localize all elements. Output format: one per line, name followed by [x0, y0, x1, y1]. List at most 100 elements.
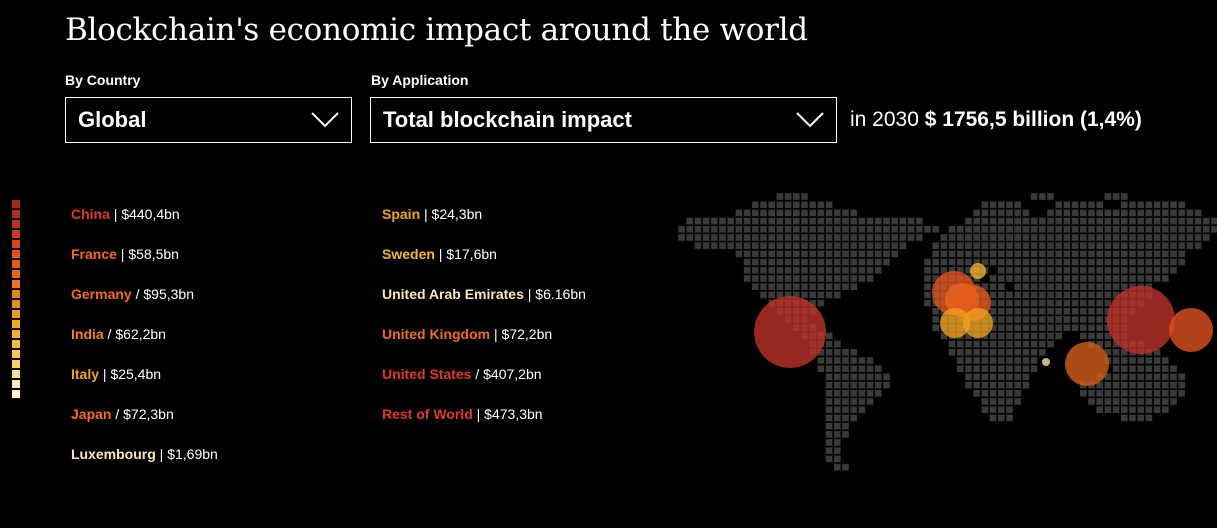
map-bubble[interactable]	[1042, 358, 1050, 366]
map-dot	[1063, 226, 1071, 233]
map-dot	[825, 217, 833, 225]
map-dot	[1112, 398, 1120, 405]
map-dot	[883, 242, 890, 249]
map-dot	[1014, 316, 1021, 323]
country-item[interactable]: United States / $407,2bn	[382, 366, 586, 406]
country-item[interactable]: Japan / $72,3bn	[71, 406, 218, 446]
map-dot	[678, 226, 685, 233]
map-dot	[1170, 234, 1177, 241]
map-dot	[1137, 398, 1144, 405]
country-select[interactable]: Global	[65, 97, 352, 143]
map-dot	[1112, 349, 1120, 356]
map-dot	[1129, 390, 1136, 397]
map-dot	[825, 250, 833, 258]
map-dot	[899, 234, 907, 241]
map-dot	[752, 283, 759, 290]
map-dot	[1088, 283, 1095, 290]
map-dot	[1104, 349, 1112, 356]
map-dot	[1194, 209, 1202, 217]
country-item[interactable]: Germany / $95,3bn	[71, 286, 218, 326]
country-item[interactable]: India / $62,2bn	[71, 326, 218, 366]
color-scale-swatch	[12, 270, 20, 278]
map-bubble[interactable]	[754, 296, 826, 368]
country-item[interactable]: United Kingdom | $72,2bn	[382, 326, 586, 366]
map-dot	[776, 226, 784, 233]
map-dot	[989, 291, 997, 299]
map-dot	[989, 283, 997, 290]
map-dot	[1047, 275, 1054, 282]
map-dot	[965, 349, 972, 356]
map-dot	[842, 422, 849, 430]
map-dot	[932, 275, 939, 282]
map-bubble[interactable]	[940, 308, 970, 338]
map-dot	[1030, 283, 1038, 290]
application-filter-label: By Application	[371, 72, 469, 88]
map-dot	[760, 226, 767, 233]
map-dot	[776, 242, 784, 249]
map-bubble[interactable]	[970, 263, 986, 279]
map-dot	[875, 390, 882, 397]
map-dot	[1063, 209, 1071, 217]
map-dot	[850, 234, 857, 241]
country-name: Luxembourg	[71, 446, 156, 462]
map-dot	[1162, 381, 1169, 389]
map-dot	[1088, 267, 1095, 274]
map-dot	[817, 291, 825, 299]
country-separator: /	[471, 366, 484, 382]
color-scale-swatch	[12, 260, 20, 268]
map-dot	[1055, 283, 1062, 290]
map-dot	[1080, 226, 1087, 233]
map-dot	[1088, 226, 1095, 233]
map-dot	[1022, 234, 1030, 241]
map-dot	[834, 357, 841, 364]
map-dot	[1030, 258, 1038, 266]
map-dot	[1145, 267, 1153, 274]
map-dot	[1153, 201, 1161, 208]
country-item[interactable]: Italy | $25,4bn	[71, 366, 218, 406]
map-dot	[1030, 217, 1038, 225]
map-dot	[801, 291, 808, 299]
map-dot	[784, 242, 792, 249]
map-dot	[752, 267, 759, 274]
map-dot	[743, 267, 751, 274]
map-dot	[743, 209, 751, 217]
application-select[interactable]: Total blockchain impact	[370, 97, 837, 143]
application-select-value: Total blockchain impact	[383, 107, 632, 132]
country-item[interactable]: France | $58,5bn	[71, 246, 218, 286]
country-item[interactable]: Luxembourg | $1,69bn	[71, 446, 218, 486]
map-dot	[1022, 267, 1030, 274]
map-dot	[998, 324, 1005, 331]
map-dot	[711, 226, 718, 233]
map-dot	[1170, 390, 1177, 397]
map-dot	[965, 340, 972, 348]
map-dot	[1030, 357, 1038, 364]
map-dot	[850, 373, 857, 381]
map-dot	[817, 209, 825, 217]
country-item[interactable]: China | $440,4bn	[71, 206, 218, 246]
map-dot	[998, 340, 1005, 348]
map-dot	[686, 226, 693, 233]
map-dot	[1080, 316, 1087, 323]
map-dot	[1104, 242, 1112, 249]
country-item[interactable]: Sweden | $17,6bn	[382, 246, 586, 286]
country-item[interactable]: Rest of World | $473,3bn	[382, 406, 586, 446]
map-dot	[1137, 234, 1144, 241]
map-dot	[760, 267, 767, 274]
map-dot	[1129, 357, 1136, 364]
map-dot	[932, 250, 939, 258]
map-dot	[1145, 414, 1153, 422]
country-value: $17,6bn	[446, 246, 497, 262]
map-dot	[1104, 283, 1112, 290]
map-dot	[891, 242, 898, 249]
country-item[interactable]: United Arab Emirates | $6.16bn	[382, 286, 586, 326]
map-bubble[interactable]	[1107, 286, 1175, 354]
map-dot	[719, 234, 726, 241]
map-bubble[interactable]	[1065, 342, 1109, 386]
map-dot	[1047, 258, 1054, 266]
country-item[interactable]: Spain | $24,3bn	[382, 206, 586, 246]
map-dot	[940, 250, 948, 258]
map-bubble[interactable]	[1169, 308, 1213, 352]
country-value: $72,3bn	[123, 406, 174, 422]
map-bubble[interactable]	[963, 308, 993, 338]
map-dot	[834, 381, 841, 389]
